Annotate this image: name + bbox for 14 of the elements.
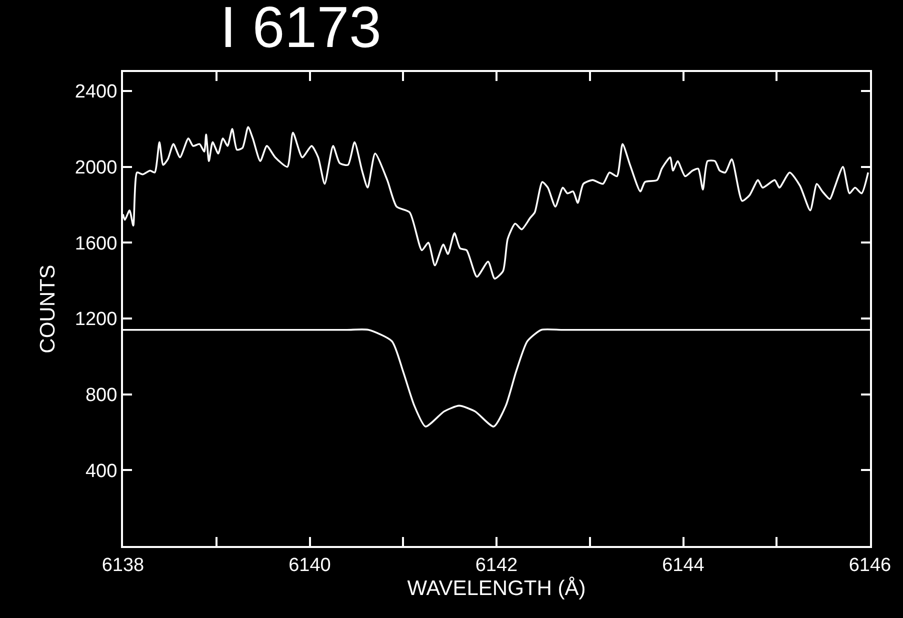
x-tick-label: 6144 [662, 554, 705, 576]
x-tick-label: 6138 [102, 554, 144, 576]
y-tick-label: 2000 [74, 157, 118, 178]
x-tick-label: 6142 [475, 554, 518, 576]
y-tick-label: 1600 [74, 233, 118, 254]
y-tick-label: 2400 [74, 82, 118, 103]
chart-title: I 6173 [220, 0, 382, 60]
y-tick-label: 800 [85, 384, 118, 406]
y-axis-title: COUNTS [36, 264, 60, 354]
x-tick-label: 6146 [848, 554, 892, 576]
y-tick-label: 1200 [74, 309, 118, 330]
x-axis-title: WAVELENGTH (Å) [407, 576, 586, 600]
y-tick-label: 400 [85, 460, 118, 482]
x-tick-label: 6140 [288, 554, 331, 576]
